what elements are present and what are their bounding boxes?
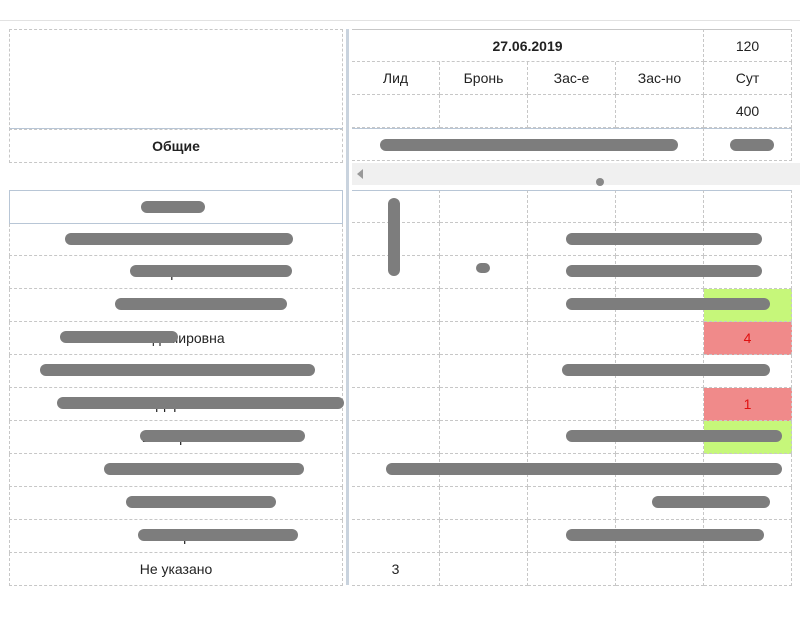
left-header-box [9,29,343,130]
cell-zase-row-0[interactable] [528,190,616,223]
col-header-zasno[interactable]: Зас-но [616,62,704,95]
redaction-bron-mark [476,263,490,273]
redaction-name-0 [141,201,205,213]
redaction-row-8 [386,463,782,475]
cell-bron-row-4[interactable] [440,322,528,355]
top-divider [0,20,800,21]
cell-bron-row-3[interactable] [440,289,528,322]
col-header-zase[interactable]: Зас-е [528,62,616,95]
cell-zasno-row-11[interactable] [616,553,704,586]
cell-lid-row-2[interactable] [352,256,440,289]
date-header: 27.06.2019 [352,29,704,62]
cell-sut-row-8[interactable] [704,454,792,487]
col-header-lid[interactable]: Лид [352,62,440,95]
sut-value: 400 [704,95,792,128]
cell-zase-row-4[interactable] [528,322,616,355]
redaction-row-9 [652,496,770,508]
redaction-name-6 [57,397,344,409]
summary-sut [704,128,792,161]
cell-sut-row-1[interactable] [704,223,792,256]
cell-bron-row-10[interactable] [440,520,528,553]
cell-bron-row-2[interactable] [440,256,528,289]
cell-zase-row-11[interactable] [528,553,616,586]
redaction-row-10 [566,529,764,541]
summary-label: Общие [9,128,343,163]
cell-sut-row-11[interactable] [704,553,792,586]
redaction-name-2 [130,265,292,277]
col-header-sut[interactable]: Сут [704,62,792,95]
cell-sut-row-0[interactable] [704,190,792,223]
horizontal-scrollbar[interactable] [352,163,800,186]
redaction-summary [380,139,678,151]
redaction-row-1 [566,233,762,245]
cell-lid-row-10[interactable] [352,520,440,553]
redaction-name-10 [138,529,298,541]
redaction-summary-sut [730,139,774,151]
frozen-column-separator [346,29,349,585]
cell-lid-row-3[interactable] [352,289,440,322]
redaction-row-5 [562,364,770,376]
cell-sut-row-4[interactable]: 4 [704,322,792,355]
summary-values [352,128,704,161]
redaction-row-3 [566,298,770,310]
col-header-bron[interactable]: Бронь [440,62,528,95]
redaction-name-4 [60,331,178,343]
cell-bron-row-1[interactable] [440,223,528,256]
cell-zasno-row-4[interactable] [616,322,704,355]
redaction-name-1 [65,233,293,245]
top-value-header: 120 [704,29,792,62]
name-cell-0[interactable] [9,190,343,224]
cell-lid-row-7[interactable] [352,421,440,454]
hdr3-bron [440,95,528,128]
cell-bron-row-6[interactable] [440,388,528,421]
cell-zase-row-6[interactable] [528,388,616,421]
redaction-row-2 [566,265,762,277]
cell-lid-row-6[interactable] [352,388,440,421]
cell-lid-row-5[interactable] [352,355,440,388]
cell-sut-row-5[interactable] [704,355,792,388]
hdr3-zase [528,95,616,128]
cell-zase-row-9[interactable] [528,487,616,520]
cell-bron-row-5[interactable] [440,355,528,388]
cell-sut-row-10[interactable] [704,520,792,553]
redaction-name-3 [115,298,287,310]
cell-bron-row-0[interactable] [440,190,528,223]
redaction-row-7 [566,430,782,442]
hdr3-lid [352,95,440,128]
cell-sut-row-2[interactable] [704,256,792,289]
redaction-name-5 [40,364,315,376]
cell-sut-row-6[interactable]: 1 [704,388,792,421]
cell-zasno-row-6[interactable] [616,388,704,421]
redaction-lid-block [388,198,400,276]
name-cell-11[interactable]: Не указано [9,553,343,586]
cell-bron-row-11[interactable] [440,553,528,586]
name-cell-5[interactable] [9,355,343,388]
cell-lid-row-4[interactable] [352,322,440,355]
cell-bron-row-7[interactable] [440,421,528,454]
redaction-name-7 [140,430,305,442]
cell-lid-row-11[interactable]: 3 [352,553,440,586]
scroll-thumb[interactable] [596,178,604,186]
cell-sut-row-9[interactable] [704,487,792,520]
redaction-name-9 [126,496,276,508]
hdr3-zasno [616,95,704,128]
cell-bron-row-9[interactable] [440,487,528,520]
redaction-name-8 [104,463,304,475]
scroll-left-icon[interactable] [357,169,363,179]
cell-lid-row-9[interactable] [352,487,440,520]
cell-zasno-row-0[interactable] [616,190,704,223]
